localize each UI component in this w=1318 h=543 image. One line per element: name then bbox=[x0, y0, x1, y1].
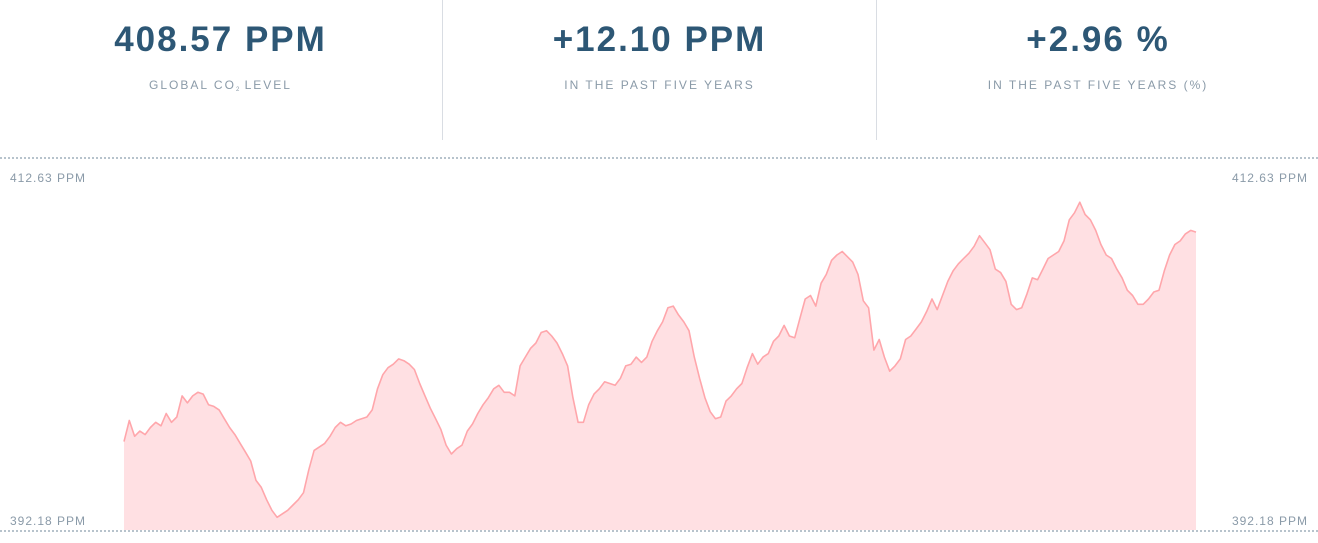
y-max-label-left: 412.63 PPM bbox=[10, 171, 86, 185]
co2-level-value: 408.57 PPM bbox=[0, 20, 441, 60]
five-year-percent-label: IN THE PAST FIVE YEARS (%) bbox=[877, 77, 1318, 93]
five-year-change-label: IN THE PAST FIVE YEARS bbox=[443, 77, 876, 93]
co2-label-text: GLOBAL CO bbox=[149, 78, 236, 92]
stat-co2-level: 408.57 PPM GLOBAL CO2 LEVEL bbox=[0, 0, 441, 140]
stat-five-year-percent: +2.96 % IN THE PAST FIVE YEARS (%) bbox=[876, 0, 1318, 140]
area-fill bbox=[124, 202, 1196, 530]
five-year-change-value: +12.10 PPM bbox=[443, 20, 876, 60]
stats-panel: 408.57 PPM GLOBAL CO2 LEVEL +12.10 PPM I… bbox=[0, 0, 1318, 140]
y-max-label-right: 412.63 PPM bbox=[1232, 171, 1308, 185]
co2-label-suffix: LEVEL bbox=[239, 78, 292, 92]
stat-five-year-change: +12.10 PPM IN THE PAST FIVE YEARS bbox=[442, 0, 876, 140]
y-min-label-left: 392.18 PPM bbox=[10, 514, 86, 528]
five-year-percent-value: +2.96 % bbox=[877, 20, 1318, 60]
co2-area-chart: 412.63 PPM 412.63 PPM 392.18 PPM 392.18 … bbox=[0, 150, 1318, 543]
co2-label-subscript: 2 bbox=[236, 87, 239, 93]
co2-level-label: GLOBAL CO2 LEVEL bbox=[0, 77, 441, 96]
y-min-label-right: 392.18 PPM bbox=[1232, 514, 1308, 528]
